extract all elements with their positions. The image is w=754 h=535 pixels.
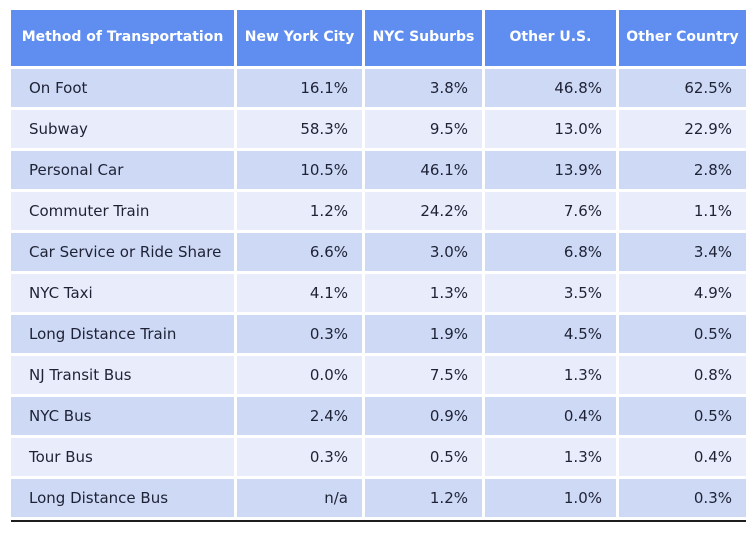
row-label: Subway <box>11 110 234 148</box>
cell-nyc-suburbs: 7.5% <box>365 356 482 394</box>
table-row: Long Distance Train 0.3% 1.9% 4.5% 0.5% <box>11 315 746 353</box>
cell-other-country: 62.5% <box>619 69 746 107</box>
cell-other-us: 3.5% <box>485 274 616 312</box>
cell-other-country: 2.8% <box>619 151 746 189</box>
row-label: Commuter Train <box>11 192 234 230</box>
column-header-suburbs: NYC Suburbs <box>365 10 482 66</box>
table-row: Car Service or Ride Share 6.6% 3.0% 6.8%… <box>11 233 746 271</box>
cell-nyc-suburbs: 1.3% <box>365 274 482 312</box>
table-row: NYC Bus 2.4% 0.9% 0.4% 0.5% <box>11 397 746 435</box>
cell-other-us: 1.3% <box>485 356 616 394</box>
cell-other-country: 0.3% <box>619 479 746 517</box>
column-header-method: Method of Transportation <box>11 10 234 66</box>
cell-new-york-city: 2.4% <box>237 397 362 435</box>
cell-other-country: 3.4% <box>619 233 746 271</box>
row-label: Tour Bus <box>11 438 234 476</box>
cell-other-us: 4.5% <box>485 315 616 353</box>
cell-new-york-city: 6.6% <box>237 233 362 271</box>
column-header-other-us: Other U.S. <box>485 10 616 66</box>
column-header-other-country: Other Country <box>619 10 746 66</box>
cell-new-york-city: 0.3% <box>237 315 362 353</box>
cell-nyc-suburbs: 9.5% <box>365 110 482 148</box>
table-row: Tour Bus 0.3% 0.5% 1.3% 0.4% <box>11 438 746 476</box>
cell-other-country: 0.5% <box>619 315 746 353</box>
table-body: On Foot 16.1% 3.8% 46.8% 62.5% Subway 58… <box>11 69 746 517</box>
cell-other-us: 13.0% <box>485 110 616 148</box>
row-label: On Foot <box>11 69 234 107</box>
cell-other-country: 0.5% <box>619 397 746 435</box>
cell-other-country: 1.1% <box>619 192 746 230</box>
table-row: NYC Taxi 4.1% 1.3% 3.5% 4.9% <box>11 274 746 312</box>
cell-new-york-city: 0.0% <box>237 356 362 394</box>
cell-nyc-suburbs: 0.5% <box>365 438 482 476</box>
cell-new-york-city: 16.1% <box>237 69 362 107</box>
cell-new-york-city: 1.2% <box>237 192 362 230</box>
table-row: Commuter Train 1.2% 24.2% 7.6% 1.1% <box>11 192 746 230</box>
column-header-nyc: New York City <box>237 10 362 66</box>
cell-other-country: 22.9% <box>619 110 746 148</box>
cell-new-york-city: 10.5% <box>237 151 362 189</box>
cell-other-us: 1.0% <box>485 479 616 517</box>
cell-other-us: 0.4% <box>485 397 616 435</box>
row-label: NYC Bus <box>11 397 234 435</box>
cell-nyc-suburbs: 24.2% <box>365 192 482 230</box>
cell-other-country: 4.9% <box>619 274 746 312</box>
cell-new-york-city: 58.3% <box>237 110 362 148</box>
row-label: Car Service or Ride Share <box>11 233 234 271</box>
cell-other-us: 13.9% <box>485 151 616 189</box>
cell-nyc-suburbs: 1.2% <box>365 479 482 517</box>
cell-other-us: 46.8% <box>485 69 616 107</box>
cell-other-us: 7.6% <box>485 192 616 230</box>
row-label: NYC Taxi <box>11 274 234 312</box>
cell-nyc-suburbs: 1.9% <box>365 315 482 353</box>
row-label: Long Distance Train <box>11 315 234 353</box>
cell-other-us: 1.3% <box>485 438 616 476</box>
table-row: Long Distance Bus n/a 1.2% 1.0% 0.3% <box>11 479 746 517</box>
row-label: NJ Transit Bus <box>11 356 234 394</box>
cell-nyc-suburbs: 46.1% <box>365 151 482 189</box>
cell-other-country: 0.8% <box>619 356 746 394</box>
cell-other-us: 6.8% <box>485 233 616 271</box>
table-bottom-border <box>11 520 746 522</box>
transportation-table: Method of Transportation New York City N… <box>11 10 746 522</box>
table-row: NJ Transit Bus 0.0% 7.5% 1.3% 0.8% <box>11 356 746 394</box>
cell-new-york-city: 4.1% <box>237 274 362 312</box>
table-row: On Foot 16.1% 3.8% 46.8% 62.5% <box>11 69 746 107</box>
table-row: Personal Car 10.5% 46.1% 13.9% 2.8% <box>11 151 746 189</box>
cell-new-york-city: 0.3% <box>237 438 362 476</box>
cell-other-country: 0.4% <box>619 438 746 476</box>
cell-nyc-suburbs: 0.9% <box>365 397 482 435</box>
cell-nyc-suburbs: 3.0% <box>365 233 482 271</box>
table-header-row: Method of Transportation New York City N… <box>11 10 746 66</box>
cell-new-york-city: n/a <box>237 479 362 517</box>
row-label: Personal Car <box>11 151 234 189</box>
row-label: Long Distance Bus <box>11 479 234 517</box>
cell-nyc-suburbs: 3.8% <box>365 69 482 107</box>
table-row: Subway 58.3% 9.5% 13.0% 22.9% <box>11 110 746 148</box>
